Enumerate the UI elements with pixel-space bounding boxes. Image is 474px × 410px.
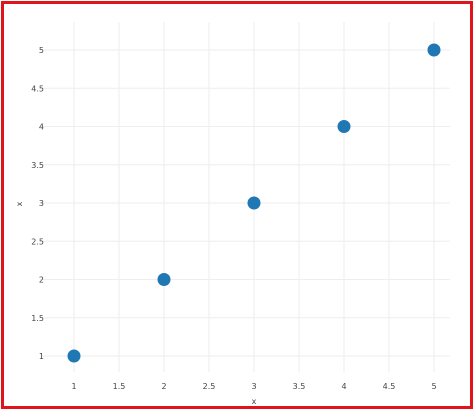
y-tick-label: 2 [39,276,44,285]
tick-labels: 1 1.5 2 2.5 3 3.5 4 4.5 5 1 1.5 2 2.5 3 3.5 4 4.5 5 [31,46,436,391]
y-axis-title: x [15,201,24,206]
y-tick-label: 3 [39,199,44,208]
x-tick-label: 5 [431,382,436,391]
x-tick-label: 4.5 [383,382,396,391]
x-tick-label: 4 [341,382,346,391]
scatter-point[interactable] [157,273,171,286]
y-tick-label: 4 [39,123,44,132]
x-axis-title: x [252,397,257,406]
scatter-point[interactable] [247,196,261,210]
grid [40,22,450,372]
y-tick-label: 1.5 [31,314,44,323]
scatter-point[interactable] [67,349,81,363]
y-tick-label: 2.5 [31,237,44,246]
x-tick-label: 1.5 [113,382,126,391]
x-tick-label: 3 [251,382,256,391]
scatter-points [67,43,441,363]
y-tick-label: 5 [39,46,44,55]
x-tick-label: 3.5 [293,382,306,391]
y-tick-label: 4.5 [31,84,44,93]
y-tick-label: 1 [39,352,44,361]
scatter-point[interactable] [427,43,441,57]
y-tick-label: 3.5 [31,161,44,170]
scatter-point[interactable] [337,120,351,133]
x-tick-label: 2 [161,382,166,391]
x-tick-label: 1 [71,382,76,391]
x-tick-label: 2.5 [203,382,216,391]
